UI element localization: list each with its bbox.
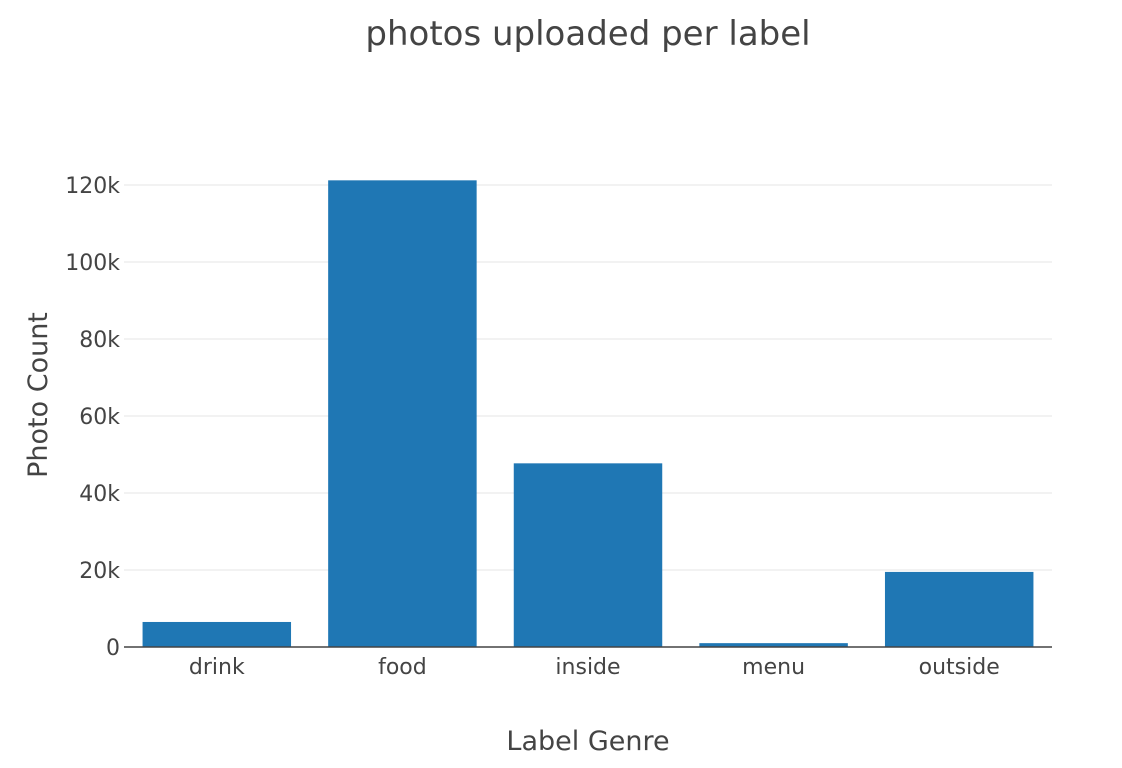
x-axis-title: Label Genre	[506, 726, 669, 757]
y-tick-label: 80k	[79, 328, 120, 353]
y-tick-label: 40k	[79, 482, 120, 507]
x-tick-label: menu	[742, 655, 805, 680]
x-tick-label: outside	[919, 655, 1000, 680]
y-tick-label: 20k	[79, 559, 120, 584]
y-axis-title: Photo Count	[23, 312, 54, 478]
y-tick-label: 0	[106, 636, 120, 661]
y-tick-label: 100k	[65, 251, 120, 276]
bar-outside[interactable]	[884, 571, 1034, 647]
gridlines	[124, 184, 1052, 571]
bar-food[interactable]	[328, 180, 477, 648]
bar-inside[interactable]	[513, 463, 663, 647]
x-tick-label: inside	[555, 655, 620, 680]
y-tick-label: 120k	[65, 174, 120, 199]
chart-title: photos uploaded per label	[365, 14, 810, 54]
bar-drink[interactable]	[142, 621, 292, 647]
x-tick-label: food	[378, 655, 427, 680]
x-tick-label: drink	[189, 655, 245, 680]
y-tick-label: 60k	[79, 405, 120, 430]
bars	[142, 180, 1034, 648]
axes: 0 20k 40k 60k 80k 100k 120k drink food inside menu…	[65, 174, 1052, 680]
bar-menu[interactable]	[699, 643, 848, 647]
